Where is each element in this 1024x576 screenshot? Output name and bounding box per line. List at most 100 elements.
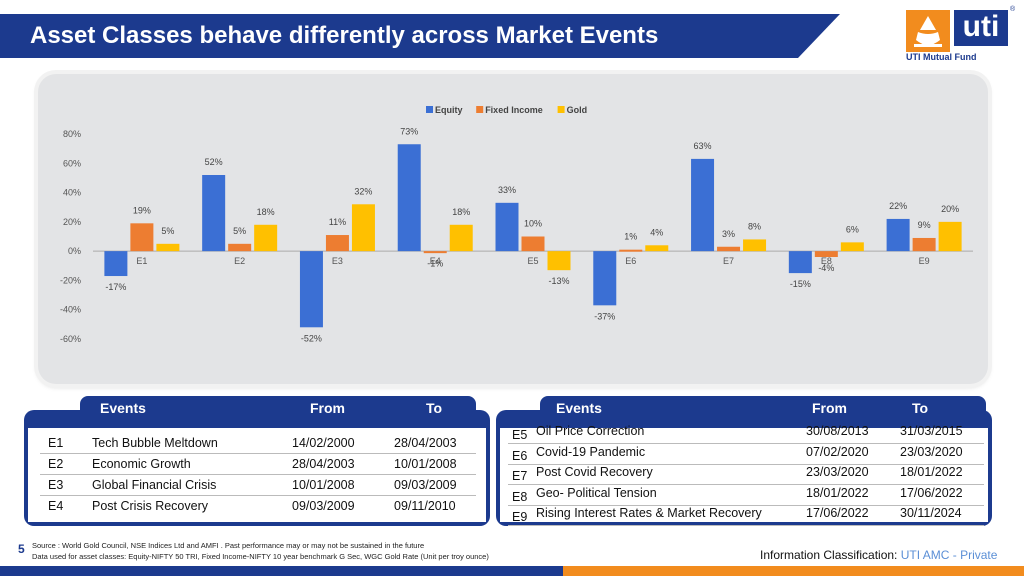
source-line-1: Source : World Gold Council, NSE Indices… [32, 541, 425, 550]
data-label: 11% [329, 217, 346, 227]
bar [521, 236, 545, 252]
data-label: 5% [233, 226, 246, 236]
event-code: E2 [48, 457, 64, 471]
y-tick-label: 40% [63, 188, 81, 198]
data-label: 20% [941, 204, 959, 214]
event-to: 28/04/2003 [394, 436, 457, 450]
title-banner [0, 14, 840, 58]
legend-swatch [557, 106, 565, 113]
event-to: 09/03/2009 [394, 478, 457, 492]
bar [788, 251, 812, 274]
chart-panel: 80% 60% 40% 20% 0% -20% -40% -60% Equity Fixed In… [38, 74, 988, 384]
x-tick-label: E5 [527, 256, 538, 266]
event-code: E3 [48, 478, 64, 492]
bar [449, 224, 473, 252]
event-from: 18/01/2022 [806, 485, 869, 500]
table-row: E4 Post Crisis Recovery 09/03/2009 09/11/20… [40, 497, 476, 517]
bar-chart: 80% 60% 40% 20% 0% -20% -40% -60% Equity Fixed In… [60, 105, 973, 344]
event-code: E8 [512, 489, 528, 504]
registered-mark: ® [1010, 6, 1016, 13]
table-row: E7 Post Covid Recovery 23/03/2020 18/01/202… [508, 465, 984, 486]
page-title: Asset Classes behave differently across … [30, 22, 659, 49]
classification-value: UTI AMC - Private [900, 548, 998, 562]
information-classification: Information Classification: UTI AMC - Pr… [760, 548, 997, 562]
data-label: 32% [354, 186, 372, 196]
logo-wordmark: uti [954, 10, 1008, 46]
logo-subtitle: UTI Mutual Fund [906, 52, 977, 62]
event-to: 30/11/2024 [900, 506, 962, 521]
event-to: 17/06/2022 [900, 485, 963, 500]
table-row: E9 Rising Interest Rates & Market Recover… [508, 506, 984, 527]
event-code: E7 [512, 469, 528, 484]
table-row: E8 Geo- Political Tension 18/01/2022 17/06/… [508, 486, 984, 506]
event-code: E5 [512, 428, 528, 442]
header-from: From [812, 400, 847, 416]
x-tick-label: E7 [723, 256, 734, 266]
events-table-left [24, 410, 490, 526]
bottom-accent-bar [0, 566, 1024, 576]
uti-logo: uti UTI Mutual Fund ® [904, 6, 1016, 64]
bar [423, 251, 447, 254]
event-code: E4 [48, 499, 64, 513]
data-label: 18% [452, 207, 470, 217]
event-code: E9 [512, 510, 528, 525]
data-label: 19% [133, 205, 151, 215]
bar [912, 237, 936, 252]
y-tick-label: -40% [60, 305, 81, 315]
x-tick-label: E4 [430, 256, 441, 266]
event-to: 23/03/2020 [900, 444, 963, 459]
header-events: Events [100, 400, 146, 416]
legend-swatch [426, 106, 433, 113]
bar [840, 242, 864, 252]
event-from: 09/03/2009 [292, 499, 355, 513]
bar [397, 144, 421, 252]
data-label: 3% [722, 229, 735, 239]
source-note: Source : World Gold Council, NSE Indices… [32, 540, 489, 562]
data-label: 22% [889, 201, 907, 211]
event-from: 07/02/2020 [806, 444, 869, 459]
legend-swatch [476, 106, 484, 113]
y-tick-label: -20% [60, 275, 81, 285]
event-from: 23/03/2020 [806, 465, 869, 480]
legend-label: Fixed Income [485, 105, 543, 115]
data-label: 5% [161, 226, 174, 236]
data-label: 10% [524, 219, 542, 229]
header-from: From [310, 400, 345, 416]
data-label: 4% [650, 227, 663, 237]
header-to: To [912, 400, 929, 416]
bar [228, 243, 252, 252]
data-label: 63% [694, 141, 712, 151]
bar [351, 204, 375, 252]
x-tick-label: E6 [625, 256, 636, 266]
data-label: -1% [427, 259, 443, 269]
event-from: 17/06/2022 [806, 506, 869, 521]
data-label: -52% [301, 333, 322, 343]
table-row: E5 Oil Price Correction 30/08/2013 31/03/20… [508, 424, 984, 444]
bar [495, 202, 519, 252]
table-row: E2 Economic Growth 28/04/2003 10/01/2008 [40, 455, 476, 475]
data-label: -15% [790, 279, 811, 289]
data-label: 6% [846, 224, 859, 234]
table-row: E1 Tech Bubble Meltdown 14/02/2000 28/04/20… [40, 434, 476, 454]
source-line-2: Data used for asset classes: Equity-NIFT… [32, 552, 489, 561]
bar [104, 251, 128, 277]
events-table-left-header: Events From To [80, 396, 476, 420]
bar [547, 251, 571, 271]
data-label: 33% [498, 185, 516, 195]
x-tick-label: E3 [332, 256, 343, 266]
bar [717, 246, 741, 252]
header-to: To [426, 400, 443, 416]
event-name: Oil Price Correction [536, 424, 645, 438]
bar [299, 251, 323, 328]
event-name: Economic Growth [92, 457, 191, 471]
event-name: Post Covid Recovery [536, 465, 653, 480]
event-name: Global Financial Crisis [92, 478, 217, 492]
bar [938, 221, 962, 252]
table-row: E6 Covid-19 Pandemic 07/02/2020 23/03/2020 [508, 445, 984, 465]
event-to: 10/01/2008 [394, 457, 457, 471]
event-from: 30/08/2013 [806, 424, 869, 438]
data-label: 73% [400, 126, 418, 136]
event-code: E1 [48, 436, 64, 450]
bar [814, 251, 838, 257]
bar [886, 218, 910, 252]
